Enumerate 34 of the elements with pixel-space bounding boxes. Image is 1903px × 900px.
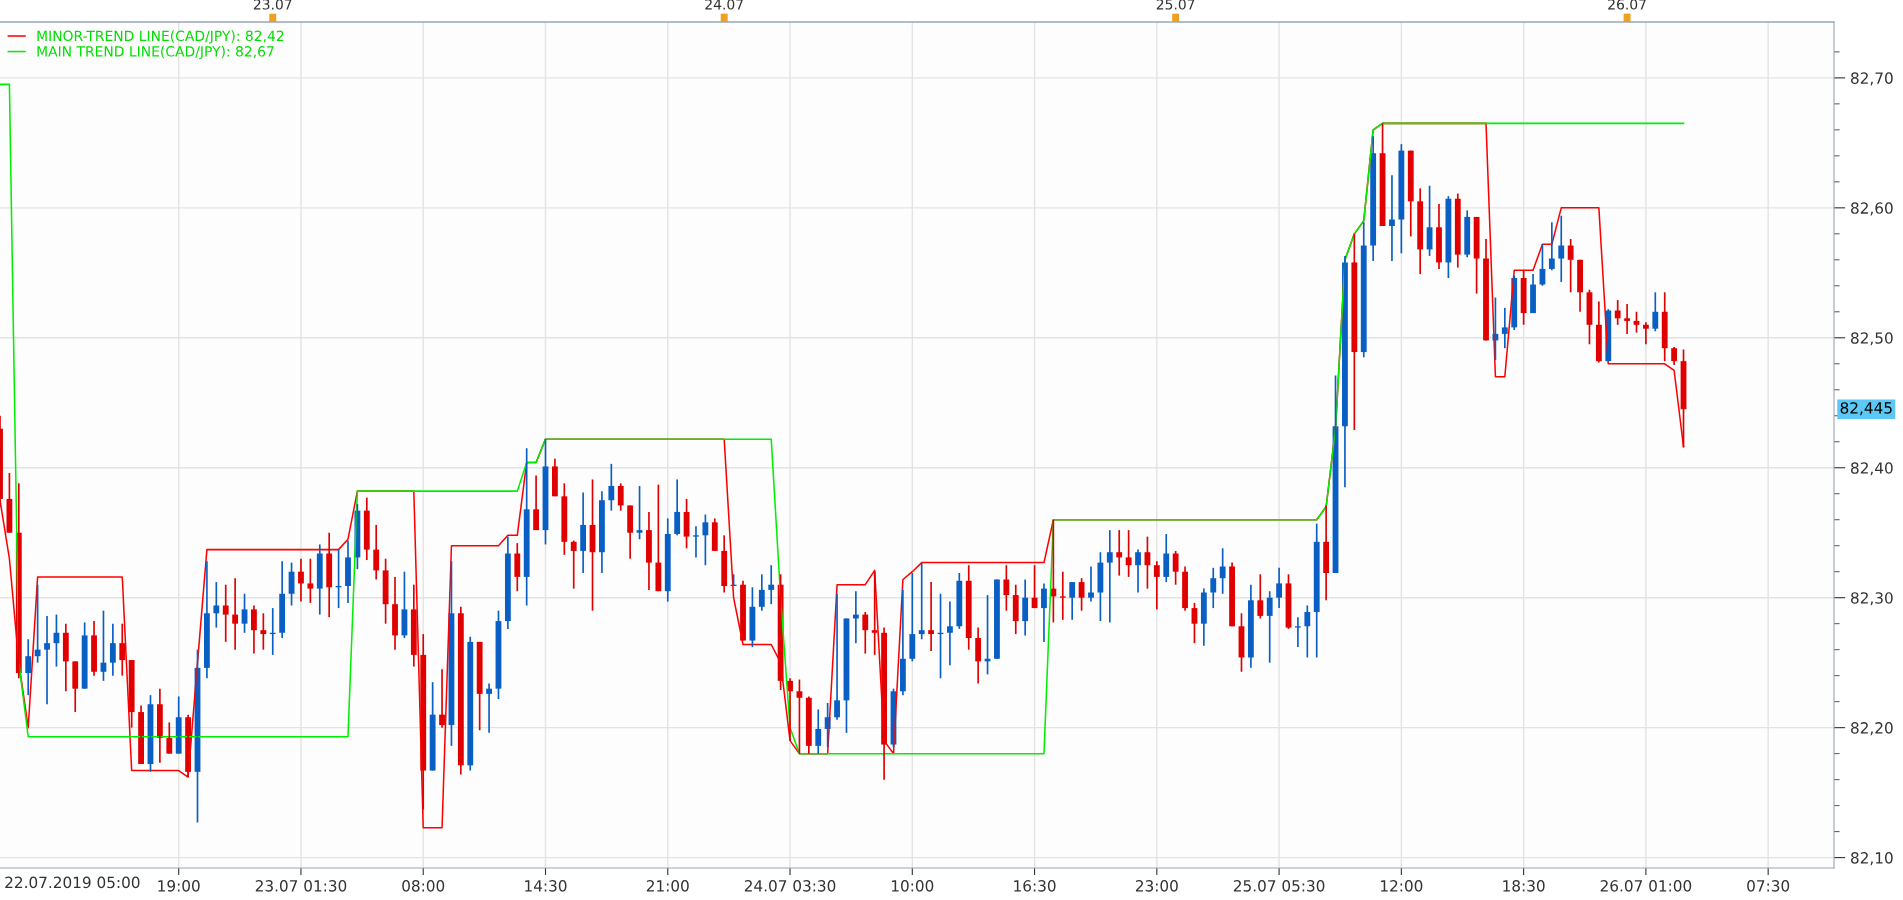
y-tick-label: 82,50 <box>1851 332 1893 346</box>
candlestick <box>693 525 699 559</box>
x-tick-label: 23:00 <box>1135 880 1178 892</box>
candlestick <box>1294 616 1301 648</box>
x-tick-label: 08:00 <box>402 880 445 892</box>
x-tick-label: 07:30 <box>1747 880 1790 892</box>
x-tick-label: 19:00 <box>158 880 200 892</box>
y-tick-label: 82,10 <box>1851 852 1893 866</box>
x-tick-label: 26.07 01:00 <box>1600 880 1692 892</box>
candlestick <box>1059 570 1066 621</box>
x2-tick-label: 26.07 <box>1608 0 1646 10</box>
line-series <box>0 83 1685 755</box>
y-tick-label: 82,40 <box>1851 462 1893 476</box>
text: 22.07.2019 05:00 <box>5 876 140 889</box>
x-tick-label: 18:30 <box>1503 880 1545 892</box>
x-tick-label: 12:00 <box>1381 880 1423 892</box>
x-tick-label: 21:00 <box>646 880 689 892</box>
x2-tick-label: 24.07 <box>705 0 743 10</box>
candlestick <box>307 557 314 604</box>
x2-tick-label: 23.07 <box>253 0 292 10</box>
x-tick-label: 10:00 <box>891 880 934 892</box>
legend-label: MAIN TREND LINE(CAD/JPY): 82,67 <box>37 45 274 60</box>
x-tick-label: 25.07 05:30 <box>1233 880 1325 892</box>
x-tick-label: 16:30 <box>1014 880 1056 892</box>
x2-tick-label: 25.07 <box>1156 0 1195 10</box>
text: 82,445 <box>1840 402 1892 416</box>
x-tick-label: 24.07 03:30 <box>744 880 836 892</box>
y-tick-label: 82,60 <box>1851 202 1893 216</box>
x-tick-label: 14:30 <box>525 880 567 892</box>
x-tick-label: 23.07 01:30 <box>255 880 347 892</box>
y-tick-label: 82,70 <box>1851 72 1893 86</box>
y-tick-label: 82,20 <box>1851 722 1893 736</box>
y-tick-label: 82,30 <box>1851 592 1893 606</box>
legend-label: MINOR-TREND LINE(CAD/JPY): 82,42 <box>37 30 284 44</box>
